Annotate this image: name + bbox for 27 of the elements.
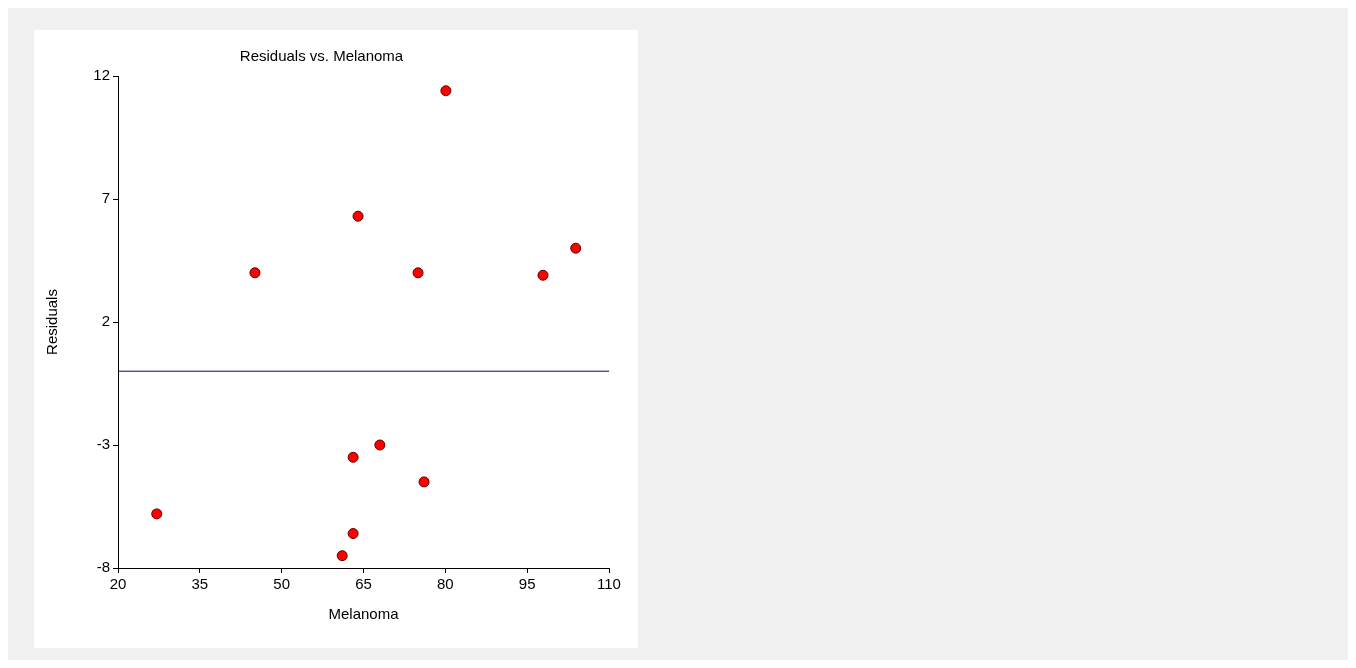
point <box>570 242 582 254</box>
point <box>336 550 348 562</box>
point <box>440 85 452 97</box>
point <box>537 269 549 281</box>
point <box>374 439 386 451</box>
y-tick-label: -3 <box>96 435 110 453</box>
point <box>352 210 364 222</box>
point <box>418 476 430 488</box>
y-tick-label: 12 <box>93 66 110 84</box>
x-tick-label: 50 <box>273 575 291 593</box>
y-tick-label: 7 <box>101 189 110 207</box>
x-axis-title: Melanoma <box>328 605 400 623</box>
x-tick-label: 20 <box>109 575 127 593</box>
y-tick-label: 2 <box>101 312 110 330</box>
point <box>347 451 359 463</box>
chart-title: Residuals vs. Melanoma <box>239 47 404 65</box>
x-tick-label: 80 <box>436 575 454 593</box>
point <box>249 267 261 279</box>
y-axis-title: Residuals <box>43 289 61 355</box>
point <box>347 528 359 540</box>
point <box>151 508 163 520</box>
x-tick-label: 35 <box>191 575 209 593</box>
x-tick-label: 95 <box>518 575 536 593</box>
point <box>412 267 424 279</box>
x-tick-label: 65 <box>355 575 372 593</box>
x-tick-label: 110 <box>597 575 621 593</box>
y-tick-label: -8 <box>96 558 110 576</box>
